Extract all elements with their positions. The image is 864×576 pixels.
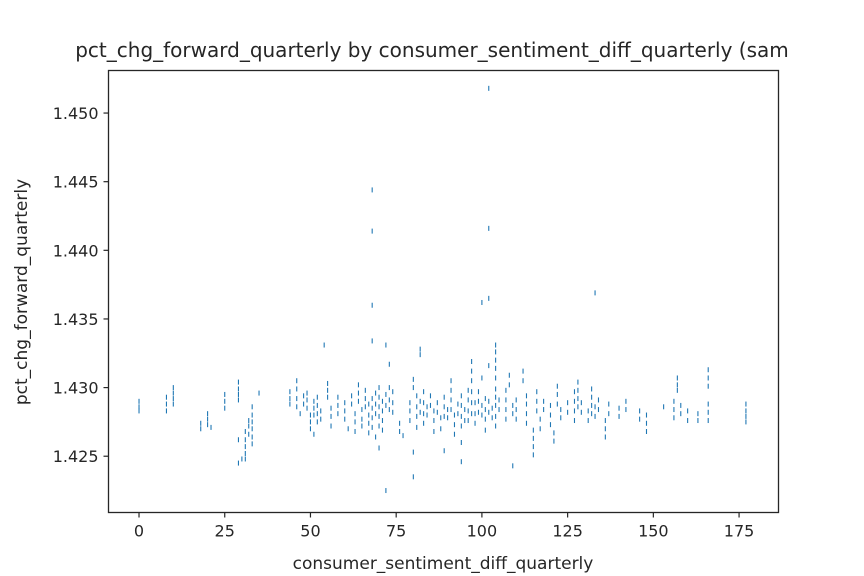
y-tick-label: 1.440 — [53, 241, 99, 260]
y-tick-label: 1.430 — [53, 379, 99, 398]
x-tick-label: 75 — [386, 522, 406, 541]
y-tick-label: 1.445 — [53, 173, 99, 192]
data-points — [138, 85, 747, 494]
y-tick-label: 1.435 — [53, 310, 99, 329]
plot-area — [107, 69, 780, 514]
plot-frame — [107, 69, 780, 514]
x-tick-label: 150 — [638, 522, 669, 541]
y-tick-label: 1.425 — [53, 447, 99, 466]
x-tick-label: 175 — [724, 522, 755, 541]
y-axis-title: pct_chg_forward_quarterly — [12, 179, 32, 405]
x-tick-label: 50 — [300, 522, 320, 541]
x-tick-label: 125 — [552, 522, 583, 541]
x-axis-title: consumer_sentiment_diff_quarterly — [293, 554, 594, 574]
x-tick-label: 25 — [215, 522, 235, 541]
x-tick-label: 100 — [467, 522, 498, 541]
chart-title: pct_chg_forward_quarterly by consumer_se… — [75, 38, 789, 62]
y-axis-ticks: 1.425 1.430 1.435 1.440 1.445 1.450 — [53, 104, 109, 466]
x-axis-ticks: 0 25 50 75 100 125 150 175 — [134, 512, 755, 541]
y-tick-label: 1.450 — [53, 104, 99, 123]
x-tick-label: 0 — [134, 522, 144, 541]
